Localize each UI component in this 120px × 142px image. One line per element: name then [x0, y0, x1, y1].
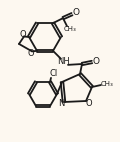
Text: CH₃: CH₃ [63, 26, 76, 32]
Text: Cl: Cl [50, 69, 58, 78]
Text: CH₃: CH₃ [101, 81, 113, 87]
Text: O: O [19, 30, 26, 39]
Text: O: O [93, 57, 99, 65]
Text: O: O [27, 49, 34, 58]
Text: NH: NH [58, 57, 70, 66]
Text: O: O [72, 8, 79, 17]
Text: O: O [86, 99, 92, 107]
Text: N: N [58, 100, 64, 108]
